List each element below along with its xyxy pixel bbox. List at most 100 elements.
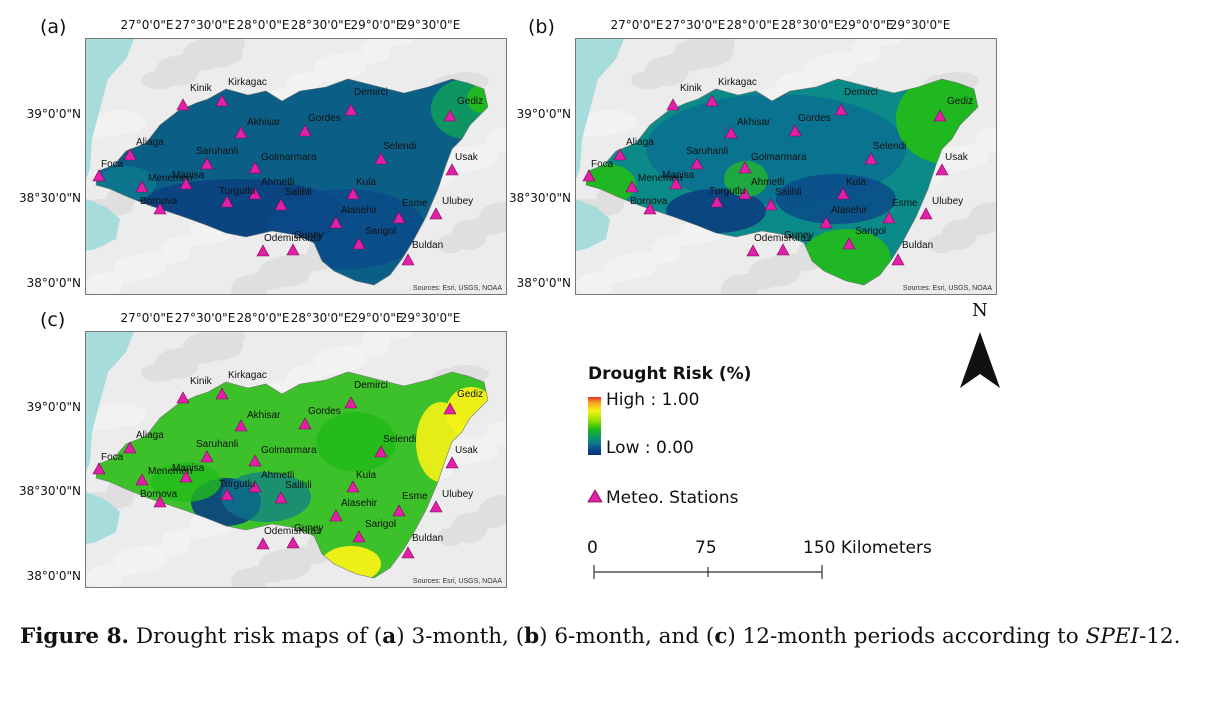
station-label: Saruhanli <box>196 146 238 157</box>
north-arrow-icon <box>960 332 1000 388</box>
station-marker <box>176 391 190 404</box>
station-label: Foca <box>591 159 614 170</box>
station-marker <box>220 488 234 501</box>
station-marker <box>352 530 366 543</box>
station-label: Kula <box>846 177 866 188</box>
station-marker <box>705 94 719 107</box>
station-marker <box>298 417 312 430</box>
station-label: Gordes <box>308 113 341 124</box>
longitude-label: 29°0'0"E <box>350 18 404 32</box>
station-label: Buldan <box>412 240 443 251</box>
station-label: Ulubey <box>442 196 473 207</box>
station-marker <box>374 152 388 165</box>
station-label: Ahmetli <box>261 470 294 481</box>
station-label: Buldan <box>412 533 443 544</box>
station-label: Selendi <box>383 141 416 152</box>
station-label: Menemen <box>638 173 682 184</box>
station-marker <box>764 198 778 211</box>
station-marker <box>834 103 848 116</box>
station-label: Turgutlu <box>219 479 255 490</box>
station-label: Usak <box>455 445 479 456</box>
sea-area <box>576 39 624 251</box>
longitude-label: 28°30'0"E <box>290 18 352 32</box>
station-marker <box>298 124 312 137</box>
station-label: Akhisar <box>737 117 771 128</box>
station-label: Kinik <box>190 376 213 387</box>
station-marker <box>443 109 457 122</box>
station-marker <box>179 177 193 190</box>
station-label: Ahmetli <box>751 177 784 188</box>
station-marker <box>738 187 752 200</box>
station-marker <box>346 480 360 493</box>
station-marker <box>933 109 947 122</box>
scale-line <box>593 565 823 579</box>
latitude-label: 39°0'0"N <box>516 107 571 121</box>
caption-text-3: ) 6-month, and ( <box>539 624 715 649</box>
station-label: Turgutlu <box>219 186 255 197</box>
station-label: OdemisKiraz <box>264 233 321 244</box>
station-label: Gordes <box>798 113 831 124</box>
station-marker <box>286 536 300 549</box>
station-label: Golmarmara <box>261 445 317 456</box>
scale-label-75: 75 <box>695 538 717 558</box>
drought-risk-map: Kinik Kirkagac Demirci Gediz Akhisar Gordes Al… <box>86 332 506 587</box>
station-label: Bornova <box>140 489 178 500</box>
longitude-label: 27°0'0"E <box>120 311 174 325</box>
station-marker <box>215 94 229 107</box>
latitude-label: 38°30'0"N <box>19 191 81 205</box>
station-marker <box>625 180 639 193</box>
station-label: Demirci <box>354 87 388 98</box>
station-label: OdemisKiraz <box>264 526 321 537</box>
panel-label: (b) <box>528 16 555 38</box>
scale-label-0: 0 <box>587 538 598 558</box>
station-marker <box>153 202 167 215</box>
station-marker <box>286 243 300 256</box>
station-label: Ahmetli <box>261 177 294 188</box>
drought-risk-map: Kinik Kirkagac Demirci Gediz Akhisar Gordes Al… <box>86 39 506 294</box>
station-label: Gediz <box>947 96 973 107</box>
legend-station-icon <box>587 489 603 503</box>
longitude-label: 27°0'0"E <box>610 18 664 32</box>
station-marker <box>401 253 415 266</box>
station-marker <box>738 161 752 174</box>
station-marker <box>392 211 406 224</box>
legend-stations-label: Meteo. Stations <box>606 488 739 508</box>
station-marker <box>135 180 149 193</box>
station-marker <box>724 126 738 139</box>
station-label: Esme <box>402 198 428 209</box>
station-label: Saruhanli <box>196 439 238 450</box>
station-label: Alasehir <box>831 205 868 216</box>
station-marker <box>666 98 680 111</box>
station-label: Menemen <box>148 173 192 184</box>
station-label: Akhisar <box>247 117 281 128</box>
sea-area <box>86 39 134 251</box>
station-label: Kinik <box>190 83 213 94</box>
station-marker <box>274 491 288 504</box>
station-label: Sarigol <box>365 519 396 530</box>
map-frame: Kinik Kirkagac Demirci Gediz Akhisar Gordes Al… <box>85 38 507 295</box>
station-label: Alasehir <box>341 205 378 216</box>
station-marker <box>329 509 343 522</box>
station-label: Demirci <box>844 87 878 98</box>
longitude-label: 27°30'0"E <box>174 311 236 325</box>
station-marker <box>613 148 627 161</box>
longitude-label: 28°0'0"E <box>236 18 290 32</box>
station-marker <box>123 148 137 161</box>
station-label: Kirkagac <box>228 370 267 381</box>
station-label: Esme <box>892 198 918 209</box>
longitude-label: 28°30'0"E <box>780 18 842 32</box>
caption-a: a <box>382 624 397 649</box>
station-label: Esme <box>402 491 428 502</box>
station-marker <box>643 202 657 215</box>
longitude-label: 27°30'0"E <box>664 18 726 32</box>
station-marker <box>746 244 760 257</box>
station-marker <box>842 237 856 250</box>
station-marker <box>200 157 214 170</box>
station-label: Selendi <box>873 141 906 152</box>
station-marker <box>248 161 262 174</box>
caption-text-5: -12. <box>1138 624 1181 649</box>
station-marker <box>710 195 724 208</box>
station-marker <box>200 450 214 463</box>
legend-gradient <box>588 397 601 455</box>
latitude-label: 39°0'0"N <box>26 107 81 121</box>
